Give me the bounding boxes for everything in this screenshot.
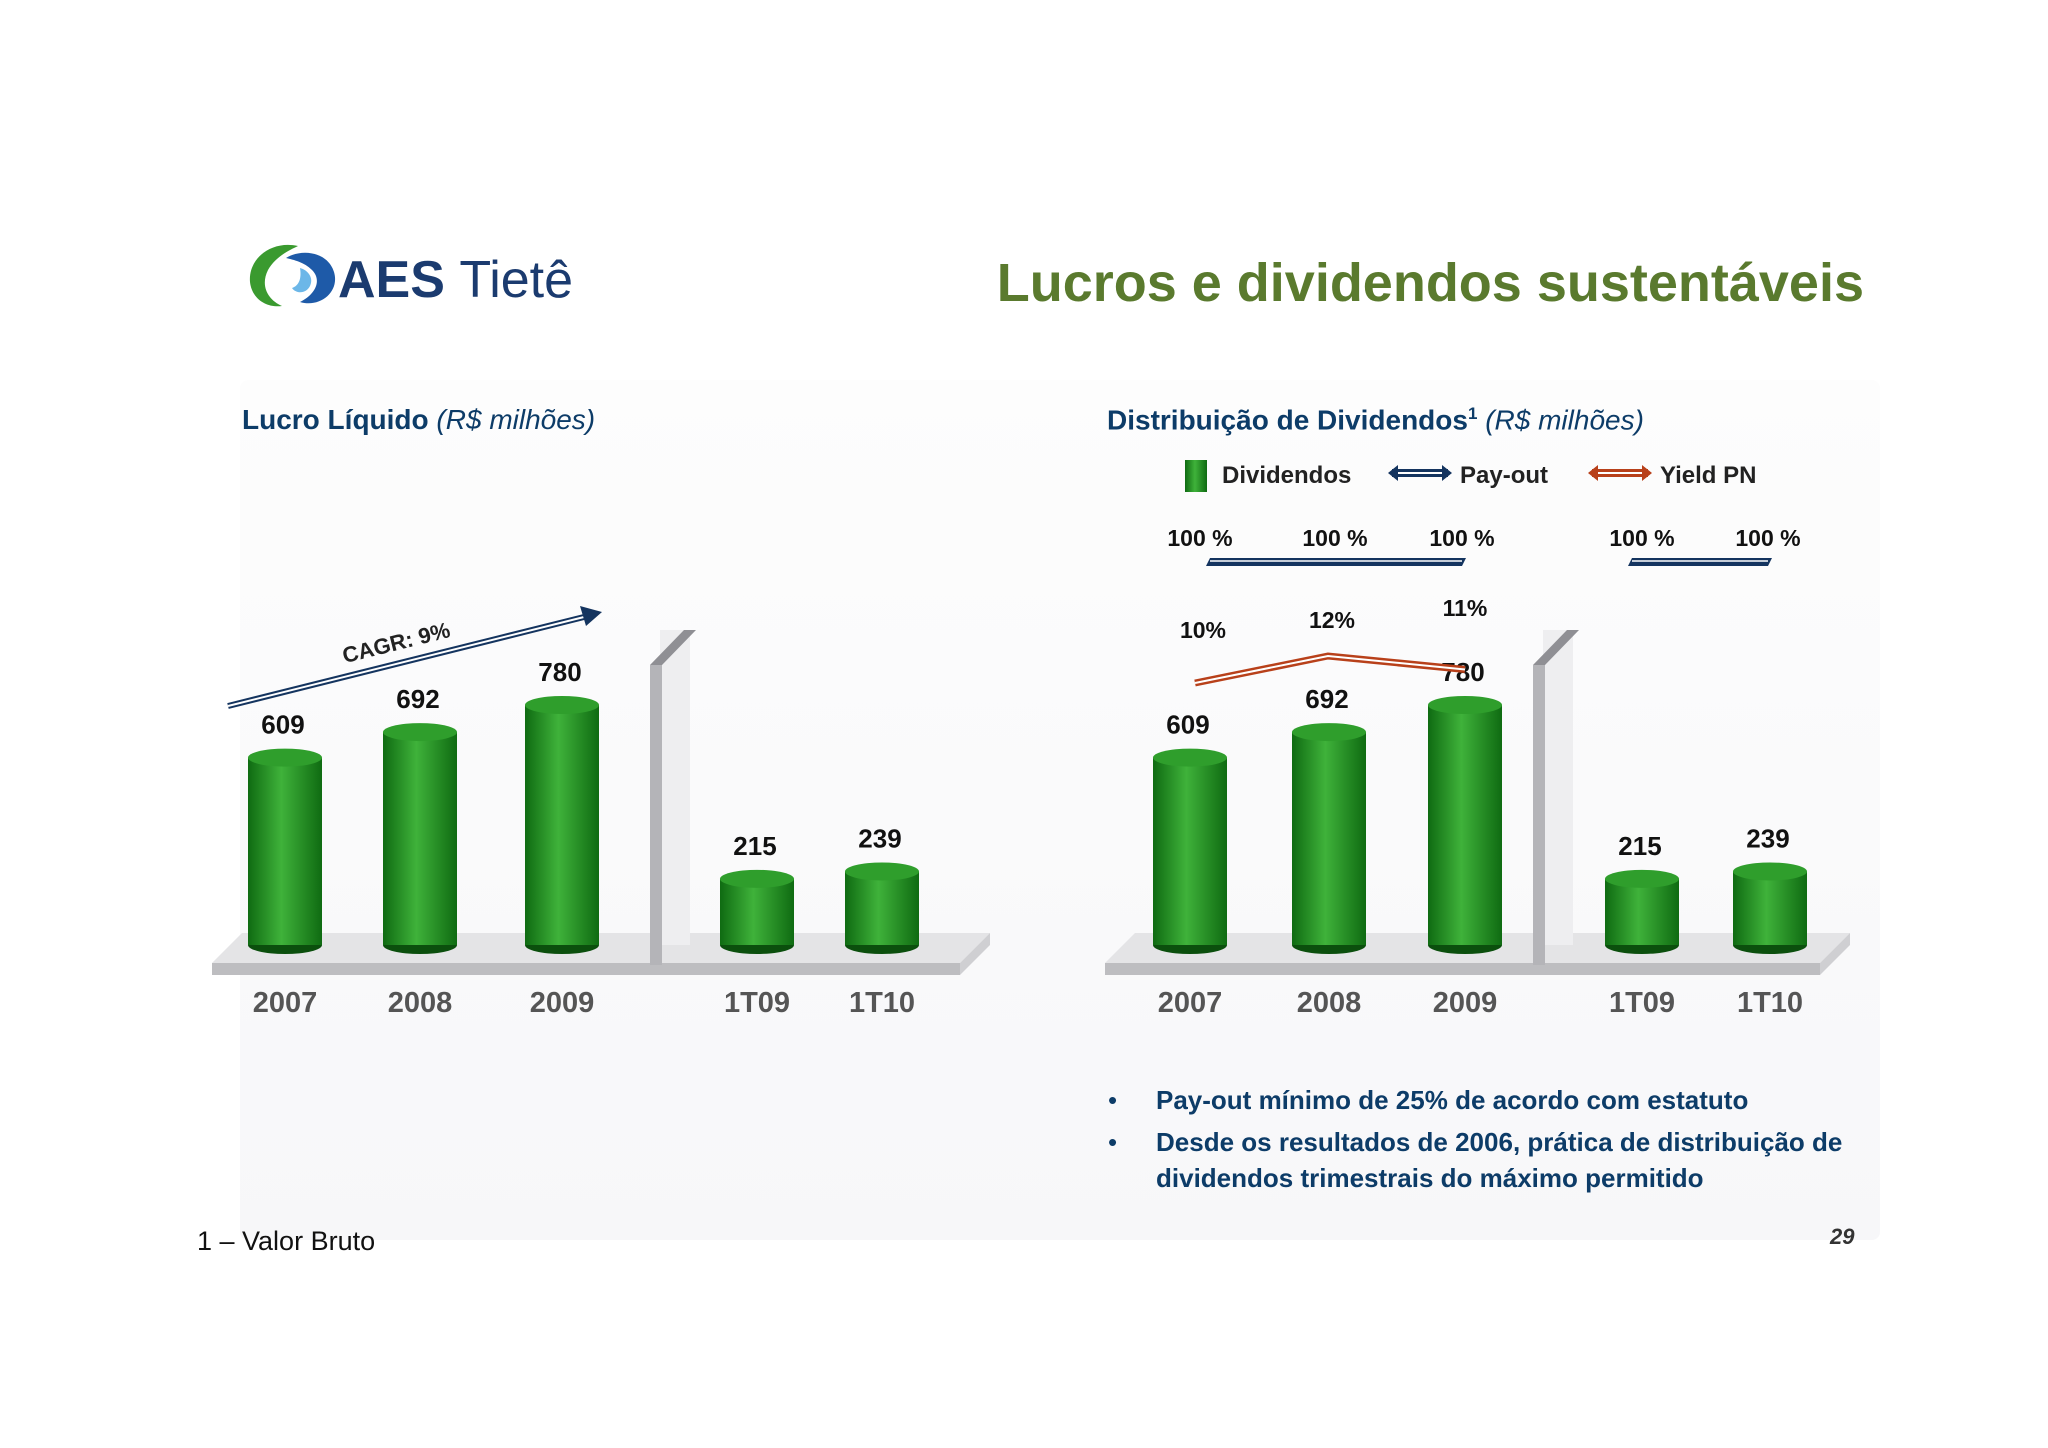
payout-label: 100 % <box>1609 525 1674 551</box>
bar-value-label: 692 <box>1305 684 1348 714</box>
legend-label-yield: Yield PN <box>1660 462 1756 489</box>
cagr-label: CAGR: 9% <box>340 617 453 668</box>
x-tick-label: 2007 <box>1158 987 1223 1019</box>
left-chart-title: Lucro Líquido (R$ milhões) <box>242 404 596 435</box>
bar <box>1605 878 1679 945</box>
legend-label-payout: Pay-out <box>1460 462 1548 489</box>
chart-divider <box>650 665 662 965</box>
chart-floor-edge <box>212 963 960 975</box>
bullet-item: Pay-out mínimo de 25% de acordo com esta… <box>1108 1082 1888 1118</box>
x-tick-label: 2007 <box>253 987 318 1019</box>
bar-value-label: 215 <box>733 831 776 861</box>
bar-top <box>845 862 919 881</box>
legend-swatch-yield-end <box>1588 465 1598 481</box>
chart-divider-top <box>650 630 696 665</box>
x-tick-label: 1T09 <box>724 987 790 1019</box>
bar-value-label: 215 <box>1618 831 1661 861</box>
x-tick-label: 1T10 <box>849 987 915 1019</box>
bar <box>525 705 599 945</box>
bar-top <box>1292 723 1366 742</box>
bullet-list: Pay-out mínimo de 25% de acordo com esta… <box>1108 1082 1888 1202</box>
bar-value-label: 692 <box>396 684 439 714</box>
footnote: 1 – Valor Bruto <box>197 1226 376 1256</box>
yield-label: 11% <box>1443 595 1488 621</box>
chart-floor-edge <box>1105 963 1820 975</box>
page-number: 29 <box>1830 1224 1855 1249</box>
yield-label: 10% <box>1180 617 1226 643</box>
x-tick-label: 1T10 <box>1737 987 1803 1019</box>
right-chart-title: Distribuição de Dividendos1 (R$ milhões) <box>1107 404 1644 436</box>
bar-top <box>1153 748 1227 767</box>
bar-value-label: 780 <box>538 657 581 687</box>
chart-divider-wall <box>1543 630 1573 945</box>
cagr-arrow-head <box>580 606 602 626</box>
bar-top <box>720 869 794 888</box>
bar <box>720 878 794 945</box>
legend-swatch-payout-end <box>1442 465 1452 481</box>
bar-value-label: 609 <box>261 710 304 740</box>
bar <box>845 871 919 945</box>
logo-text: AES Tietê <box>338 251 574 309</box>
bar <box>383 732 457 945</box>
x-tick-label: 2008 <box>388 987 453 1019</box>
bar <box>1292 732 1366 945</box>
bar-top <box>248 748 322 767</box>
bar-top <box>383 723 457 742</box>
x-tick-label: 2009 <box>530 987 595 1019</box>
legend-swatch-dividendos <box>1185 460 1207 492</box>
x-tick-label: 1T09 <box>1609 987 1675 1019</box>
chart-divider <box>1533 665 1545 965</box>
payout-label: 100 % <box>1735 525 1800 551</box>
x-tick-label: 2009 <box>1433 987 1498 1019</box>
yield-label: 12% <box>1309 607 1355 633</box>
bar <box>1428 705 1502 945</box>
bar-value-label: 239 <box>858 823 901 853</box>
bar <box>1153 757 1227 945</box>
payout-label: 100 % <box>1302 525 1367 551</box>
payout-label: 100 % <box>1429 525 1494 551</box>
yield-line <box>1194 652 1466 687</box>
bar-top <box>1605 869 1679 888</box>
yield-line-inner <box>1194 654 1466 684</box>
payout-label: 100 % <box>1167 525 1232 551</box>
bar-top <box>1428 696 1502 714</box>
cagr-arrow-inner <box>227 615 589 707</box>
chart-floor-side <box>1820 933 1850 975</box>
chart-divider-top <box>1533 630 1579 665</box>
bar-value-label: 239 <box>1746 823 1789 853</box>
bar-top <box>525 696 599 714</box>
bar <box>248 757 322 945</box>
legend-swatch-payout-end <box>1388 465 1398 481</box>
bar-value-label: 609 <box>1166 710 1209 740</box>
chart-divider-wall <box>660 630 690 945</box>
chart-floor-side <box>960 933 990 975</box>
legend-swatch-yield-end <box>1642 465 1652 481</box>
payout-line <box>1628 558 1772 566</box>
x-tick-label: 2008 <box>1297 987 1362 1019</box>
legend-label-dividendos: Dividendos <box>1222 462 1351 489</box>
bar-top <box>1733 862 1807 881</box>
bar <box>1733 871 1807 945</box>
page-title: Lucros e dividendos sustentáveis <box>996 253 1864 313</box>
aes-logo-icon <box>249 244 336 307</box>
bullet-item: Desde os resultados de 2006, prática de … <box>1108 1124 1888 1196</box>
payout-line <box>1206 558 1466 566</box>
